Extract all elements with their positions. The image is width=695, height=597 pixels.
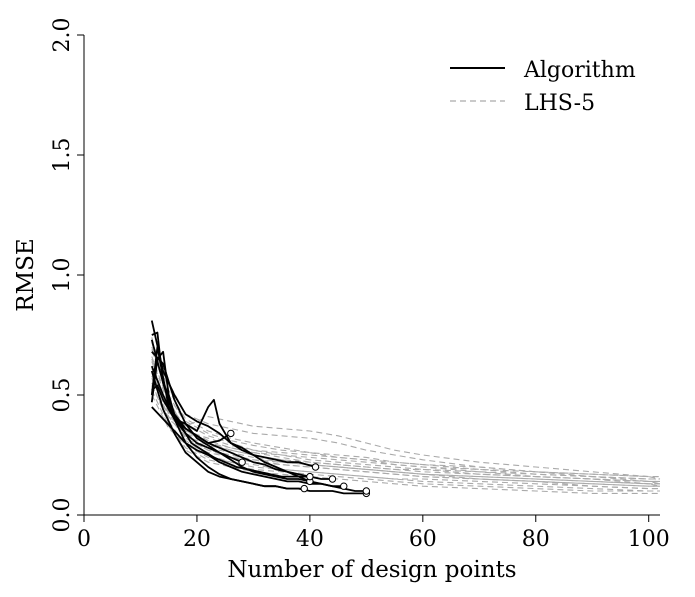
- lhs-series-line: [151, 356, 660, 480]
- lhs-series-line: [151, 368, 660, 482]
- y-tick-label: 2.0: [50, 18, 75, 53]
- legend: Algorithm LHS-5: [450, 58, 636, 116]
- y-tick-label: 0.5: [50, 378, 75, 413]
- x-tick-label: 100: [628, 527, 670, 552]
- lhs-series-line: [151, 361, 660, 487]
- algorithm-endpoint-marker: [238, 458, 246, 466]
- algorithm-endpoint-marker: [340, 482, 348, 490]
- x-tick-label: 20: [183, 527, 211, 552]
- lhs-series-line: [151, 385, 660, 490]
- y-axis-ticks: 0.0 0.5 1.0 1.5 2.0: [50, 18, 84, 533]
- algorithm-endpoint-marker: [300, 484, 308, 493]
- algorithm-endpoint-marker: [328, 475, 337, 483]
- lhs-series-line: [151, 351, 660, 480]
- algorithm-endpoint-marker: [362, 487, 371, 495]
- lhs-series-line: [151, 346, 660, 482]
- algorithm-series-line: [150, 365, 243, 464]
- lhs-series-line: [151, 382, 660, 492]
- lhs-series-line: [151, 377, 661, 487]
- algorithm-endpoint-marker: [311, 463, 320, 471]
- plot-area: [150, 320, 661, 498]
- lhs-series-line: [151, 349, 661, 480]
- x-tick-label: 40: [296, 527, 324, 552]
- y-tick-label: 0.0: [50, 498, 75, 533]
- algorithm-series-line: [151, 351, 311, 483]
- lhs-series-line: [151, 394, 660, 490]
- y-tick-label: 1.0: [50, 258, 75, 293]
- algorithm-series-line: [150, 350, 367, 492]
- lhs-series-line: [151, 358, 660, 478]
- algorithm-series-line: [150, 339, 367, 495]
- x-tick-label: 0: [77, 527, 91, 552]
- legend-algorithm-label: Algorithm: [523, 58, 636, 83]
- x-tick-label: 60: [409, 527, 437, 552]
- legend-lhs-label: LHS-5: [524, 91, 595, 116]
- endpoint-markers: [227, 429, 371, 498]
- algorithm-series-line: [151, 406, 344, 488]
- y-tick-label: 1.5: [50, 138, 75, 173]
- y-axis-title: RMSE: [13, 238, 39, 311]
- lhs-series-line: [151, 389, 660, 494]
- algorithm-endpoint-marker: [306, 472, 314, 481]
- x-axis-title: Number of design points: [227, 557, 516, 583]
- lhs-series-group: [151, 337, 661, 494]
- x-axis-ticks: 0 20 40 60 80 100: [77, 515, 670, 552]
- algorithm-endpoint-marker: [227, 429, 235, 438]
- x-tick-label: 80: [522, 527, 550, 552]
